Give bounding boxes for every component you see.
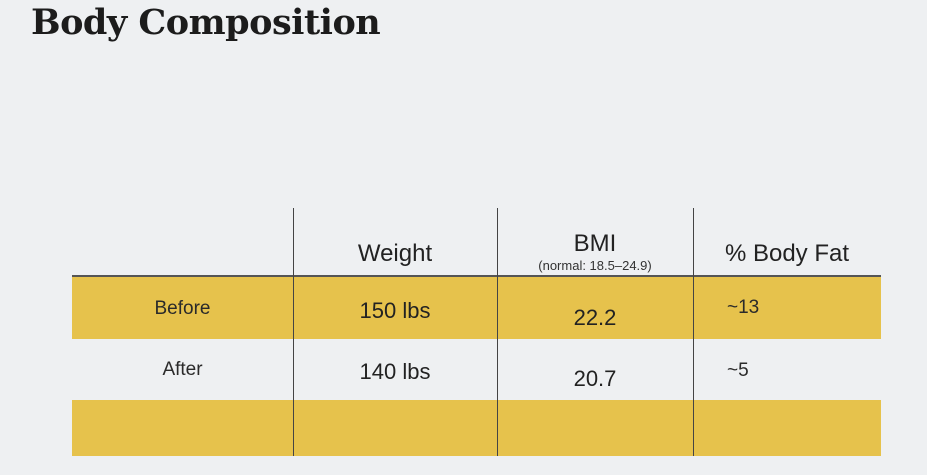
column-divider: [693, 208, 694, 456]
header-bmi-note: (normal: 18.5–24.9): [538, 258, 652, 273]
column-divider: [497, 208, 498, 456]
page-title: Body Composition: [31, 2, 381, 43]
row-label-before: Before: [154, 298, 211, 319]
column-divider: [293, 208, 294, 456]
table-row-band-before: [72, 277, 881, 339]
row-label-after: After: [162, 359, 203, 380]
cell-weight-before: 150 lbs: [359, 298, 431, 323]
header-divider: [72, 275, 881, 277]
cell-body-fat-before: ~13: [727, 297, 760, 318]
cell-weight-after: 140 lbs: [359, 359, 431, 384]
cell-body-fat-after: ~5: [727, 360, 749, 381]
header-weight: Weight: [357, 240, 433, 267]
header-body-fat: % Body Fat: [724, 240, 850, 267]
cell-bmi-after: 20.7: [573, 366, 617, 391]
cell-bmi-before: 22.2: [573, 305, 617, 330]
header-bmi: BMI: [573, 230, 617, 257]
table-row-band-empty: [72, 400, 881, 456]
